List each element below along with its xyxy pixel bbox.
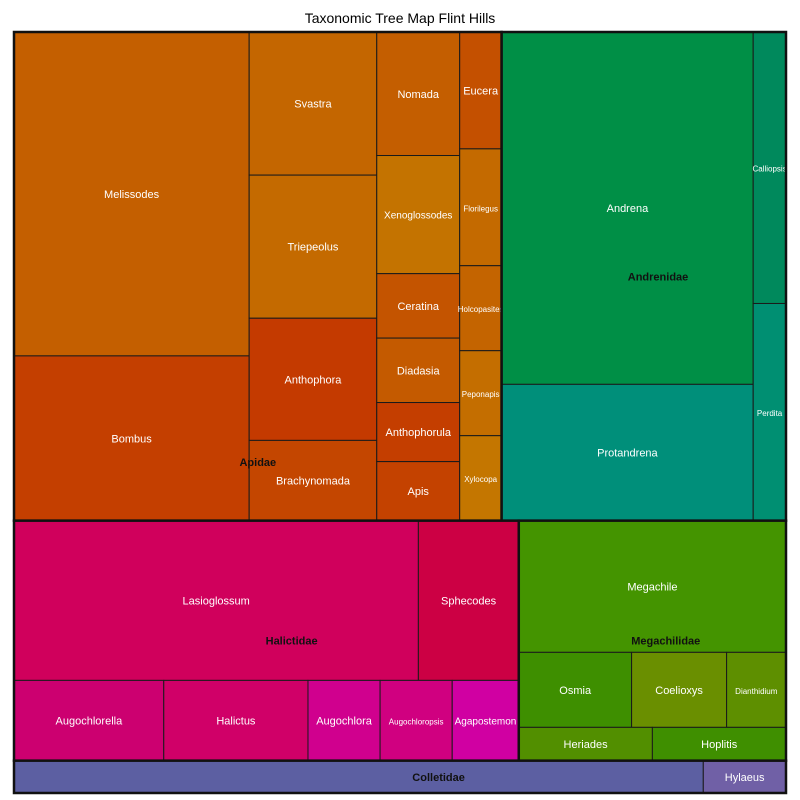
treemap-tile-xenoglossodes <box>376 155 461 275</box>
treemap-tile-label-osmia: Osmia <box>559 685 592 697</box>
chart-title: Taxonomic Tree Map Flint Hills <box>304 10 496 26</box>
treemap-tile-label-augochlora: Augochlora <box>316 716 373 728</box>
treemap-tile-label-holcopasites: Holcopasites <box>458 305 504 314</box>
treemap-tile-label-svastra: Svastra <box>294 99 332 111</box>
treemap-tile-ceratina <box>376 273 461 339</box>
treemap-tile-megachile <box>518 520 787 653</box>
treemap-tile-label-hylaeus: Hylaeus <box>725 772 765 784</box>
treemap-tile-label-calliopsis: Calliopsis <box>752 165 786 174</box>
treemap-tile-label-dianthidium: Dianthidium <box>735 687 778 696</box>
treemap-group-colletidae: Hylaeus Colletidae <box>12 759 788 795</box>
treemap-tile-label-nomada: Nomada <box>397 89 439 101</box>
treemap-tile-protandrena <box>501 383 754 522</box>
treemap-group-label-andrenidae: Andrenidae <box>628 271 689 283</box>
treemap-tile-label-coelioxys: Coelioxys <box>655 685 703 697</box>
treemap-tile-label-hoplitis: Hoplitis <box>701 739 738 751</box>
treemap-tile-eucera <box>459 31 503 150</box>
treemap-tile-agapostemon <box>451 679 520 762</box>
treemap-tile-label-anthophorula: Anthophorula <box>386 427 452 439</box>
treemap-tile-label-diadasia: Diadasia <box>397 365 441 377</box>
treemap-tile-label-protandrena: Protandrena <box>597 448 658 460</box>
treemap-tile-triepeolus <box>248 174 378 319</box>
treemap-tile-apis <box>376 461 461 522</box>
treemap-tile-bombus <box>13 355 250 522</box>
treemap-tile-nomada <box>376 31 461 157</box>
treemap-tile-perdita <box>752 302 787 522</box>
treemap-tile-florilegus <box>459 148 503 267</box>
treemap-tile-osmia <box>518 651 633 728</box>
treemap-tile-calliopsis <box>752 31 787 304</box>
treemap-tile-coelioxys <box>631 651 728 728</box>
treemap-tile-label-brachynomada: Brachynomada <box>276 476 351 488</box>
treemap-tile-label-lasioglossum: Lasioglossum <box>183 596 250 608</box>
treemap-group-apidae: Melissodes Bombus Svastra Triepeolus Anthoph… <box>12 30 504 522</box>
treemap-tile-label-xenoglossodes: Xenoglossodes <box>384 211 452 222</box>
treemap-tile-andrena <box>501 31 754 385</box>
treemap-tile-holcopasites <box>459 265 503 352</box>
treemap-tile-label-megachile: Megachile <box>627 582 677 594</box>
treemap-tile-label-peponapis: Peponapis <box>462 390 500 399</box>
treemap-group-border-colletidae <box>12 759 788 795</box>
treemap-tile-label-bombus: Bombus <box>111 433 152 445</box>
treemap-tile-label-agapostemon: Agapostemon <box>455 717 517 728</box>
treemap-tile-augochlora <box>307 679 381 762</box>
treemap-group-andrenidae: Andrena Protandrena Calliopsis Perdita Andre… <box>500 30 788 522</box>
treemap-tile-label-apis: Apis <box>408 486 430 498</box>
treemap-tile-label-ceratina: Ceratina <box>397 301 439 313</box>
treemap-tile-label-andrena: Andrena <box>607 203 649 215</box>
treemap-tile-colletes <box>13 760 704 794</box>
treemap-group-label-apidae: Apidae <box>239 457 276 469</box>
treemap-group-label-colletidae: Colletidae <box>412 772 465 784</box>
treemap-group-halictidae: Lasioglossum Sphecodes Augochlorella Halict… <box>12 519 521 762</box>
treemap-tile-augochloropsis <box>379 679 453 762</box>
treemap-tile-label-halictus: Halictus <box>216 716 256 728</box>
treemap-tile-label-sphecodes: Sphecodes <box>441 596 497 608</box>
treemap-tile-label-augochlorella: Augochlorella <box>56 716 124 728</box>
treemap-tile-label-florilegus: Florilegus <box>463 204 498 213</box>
treemap-tile-brachynomada <box>248 439 378 522</box>
treemap-tile-label-heriades: Heriades <box>564 739 609 751</box>
treemap-tile-anthophora <box>248 317 378 441</box>
treemap-tile-lasioglossum <box>13 520 419 681</box>
treemap-group-megachilidae: Megachile Osmia Coelioxys Dianthidium Heriad… <box>517 519 788 762</box>
treemap-tile-label-perdita: Perdita <box>757 409 783 418</box>
treemap-group-label-halictidae: Halictidae <box>266 636 318 648</box>
treemap-group-label-megachilidae: Megachilidae <box>631 636 700 648</box>
treemap-tile-anthophorula <box>376 402 461 463</box>
treemap-tile-label-xylocopa: Xylocopa <box>464 475 497 484</box>
treemap-tile-label-anthophora: Anthophora <box>285 374 343 386</box>
treemap-tile-augochlorella <box>13 679 165 762</box>
treemap-tile-label-augochloropsis: Augochloropsis <box>389 718 444 727</box>
treemap-tile-label-eucera: Eucera <box>463 85 499 97</box>
treemap-tile-label-triepeolus: Triepeolus <box>287 242 338 254</box>
treemap-tile-hoplitis <box>651 726 787 762</box>
treemap-tile-label-melissodes: Melissodes <box>104 189 160 201</box>
